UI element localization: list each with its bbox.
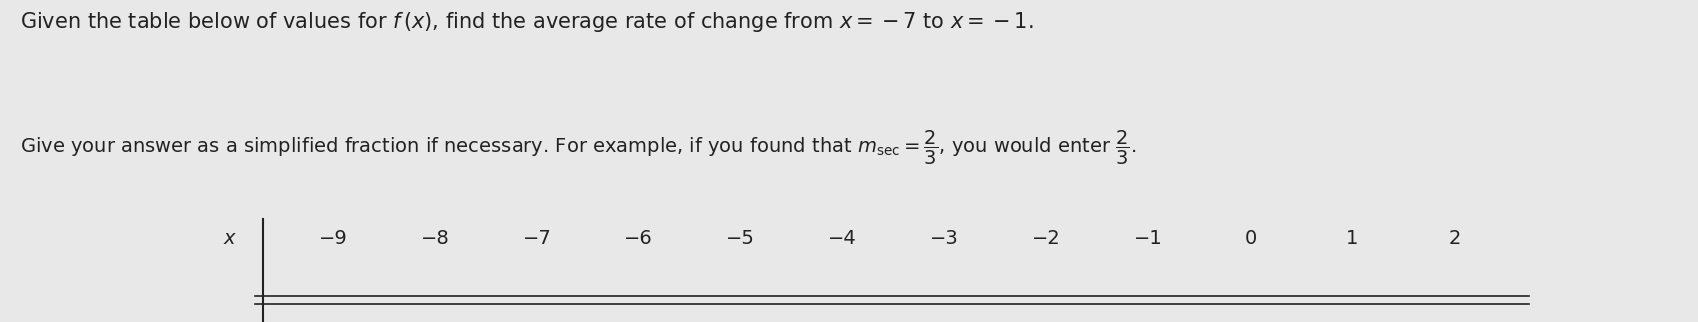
Text: 2: 2 bbox=[1447, 229, 1460, 248]
Text: −5: −5 bbox=[727, 229, 754, 248]
Text: −2: −2 bbox=[1032, 229, 1060, 248]
Text: −7: −7 bbox=[523, 229, 550, 248]
Text: 0: 0 bbox=[1243, 229, 1257, 248]
Text: −6: −6 bbox=[625, 229, 652, 248]
Text: −4: −4 bbox=[829, 229, 856, 248]
Text: −1: −1 bbox=[1134, 229, 1161, 248]
Text: Given the table below of values for $f\,(x)$, find the average rate of change fr: Given the table below of values for $f\,… bbox=[20, 10, 1034, 34]
Text: 1: 1 bbox=[1345, 229, 1358, 248]
Text: x: x bbox=[224, 229, 234, 248]
Text: −3: −3 bbox=[931, 229, 958, 248]
Text: −8: −8 bbox=[421, 229, 448, 248]
Text: Give your answer as a simplified fraction if necessary. For example, if you foun: Give your answer as a simplified fractio… bbox=[20, 129, 1136, 167]
Text: −9: −9 bbox=[319, 229, 346, 248]
